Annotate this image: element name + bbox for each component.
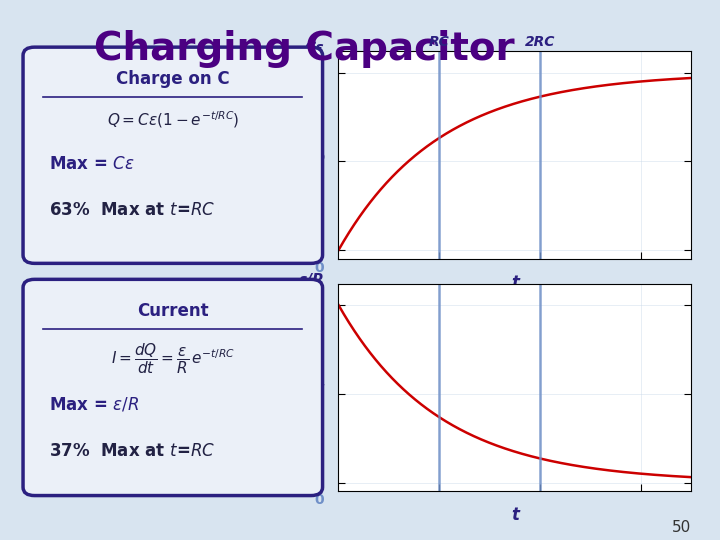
Text: 50: 50 <box>672 519 691 535</box>
Text: Cε: Cε <box>305 41 324 56</box>
Text: 0: 0 <box>315 261 324 275</box>
Text: t: t <box>510 274 519 292</box>
Text: 2RC: 2RC <box>525 35 555 49</box>
Text: Current: Current <box>137 302 209 320</box>
Text: 0: 0 <box>315 494 324 508</box>
Text: Q: Q <box>311 152 324 167</box>
Text: Charging Capacitor: Charging Capacitor <box>94 30 514 68</box>
Text: Max = $\varepsilon/R$: Max = $\varepsilon/R$ <box>49 396 139 414</box>
Text: t: t <box>510 506 519 524</box>
Text: $I = \dfrac{dQ}{dt} = \dfrac{\varepsilon}{R}\,e^{-t/RC}$: $I = \dfrac{dQ}{dt} = \dfrac{\varepsilon… <box>111 342 235 376</box>
Text: Charge on C: Charge on C <box>116 70 230 88</box>
Text: 63%  Max at $t$=$RC$: 63% Max at $t$=$RC$ <box>49 201 215 219</box>
FancyBboxPatch shape <box>23 279 323 496</box>
Text: Max = $C\varepsilon$: Max = $C\varepsilon$ <box>49 156 135 173</box>
Text: RC: RC <box>429 35 449 49</box>
FancyBboxPatch shape <box>23 47 323 264</box>
Text: I: I <box>319 384 324 399</box>
Text: ε/R: ε/R <box>298 273 324 288</box>
Text: $Q = C\varepsilon\left(1 - e^{-t/RC}\right)$: $Q = C\varepsilon\left(1 - e^{-t/RC}\rig… <box>107 110 239 130</box>
Text: 37%  Max at $t$=$RC$: 37% Max at $t$=$RC$ <box>49 442 215 460</box>
